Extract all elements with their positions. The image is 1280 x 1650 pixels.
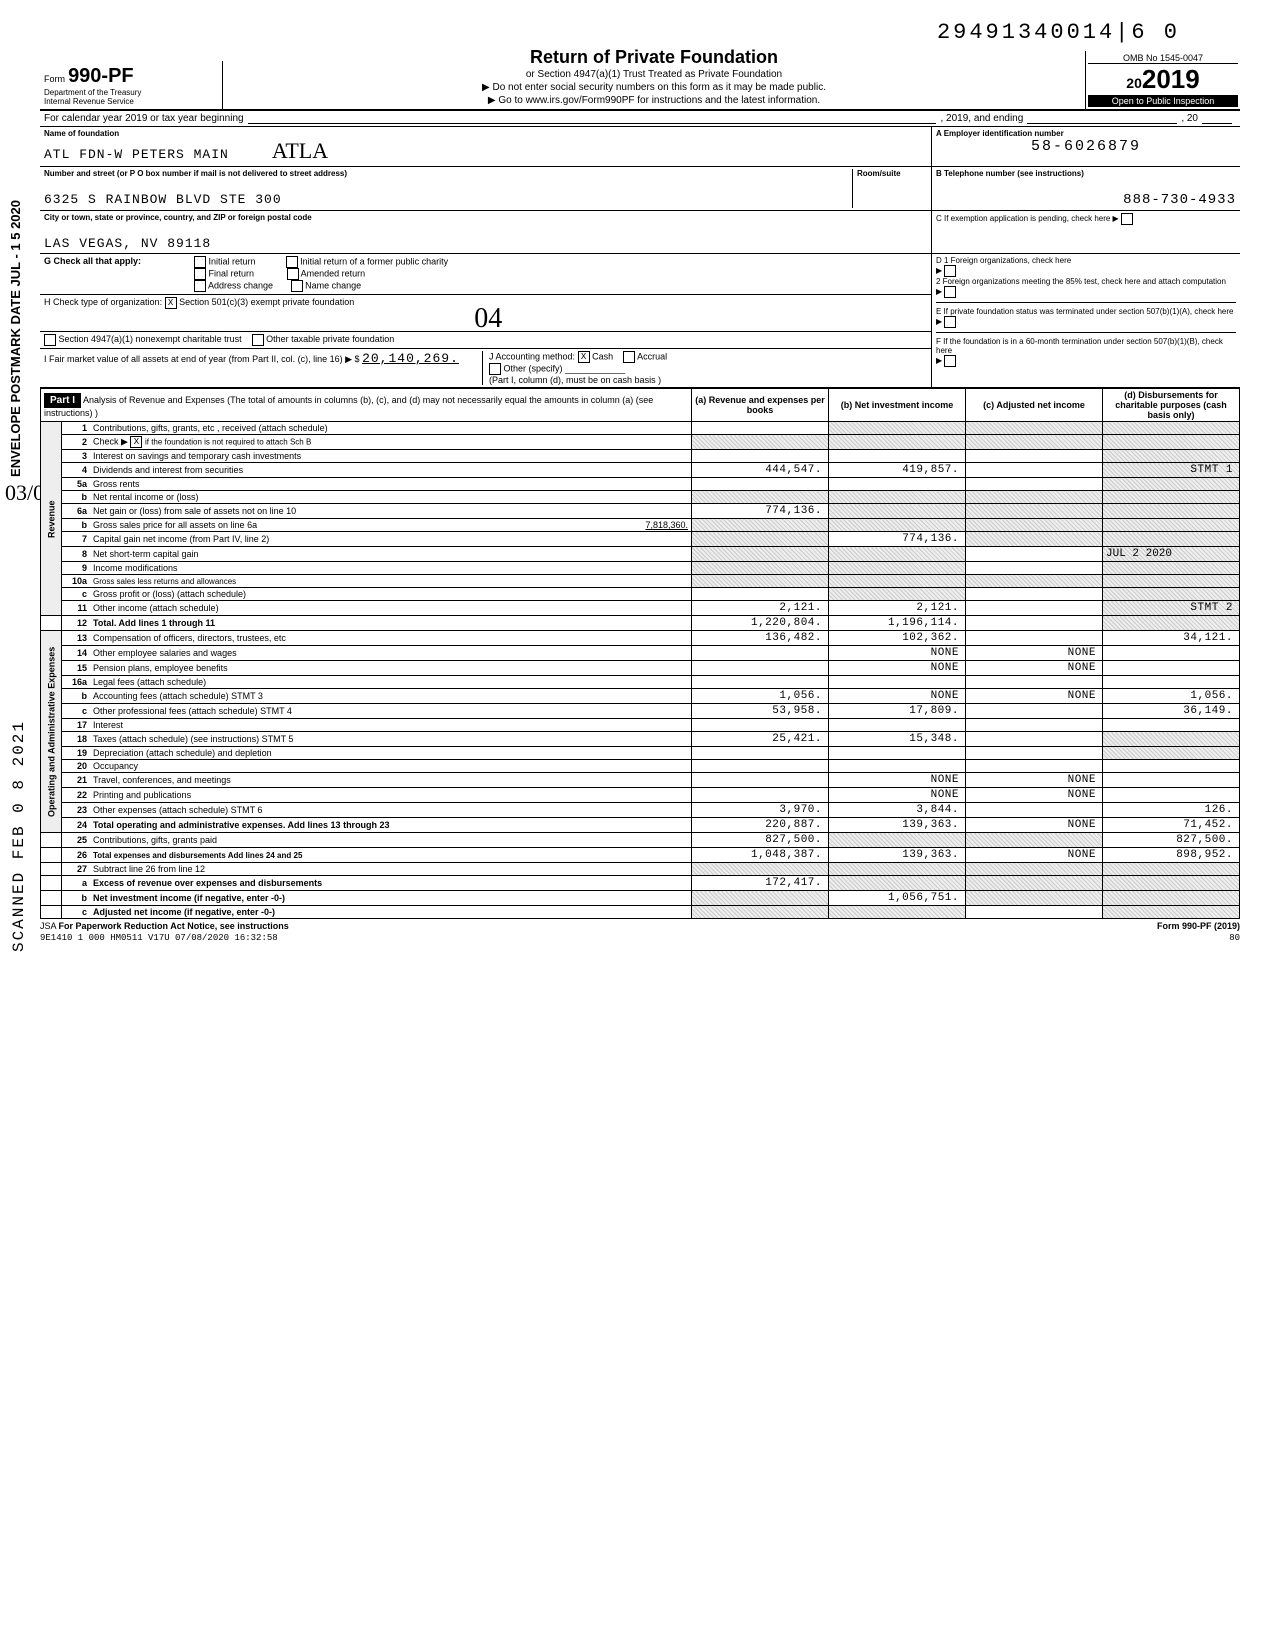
subtitle3: ▶ Go to www.irs.gov/Form990PF for instru… (231, 94, 1077, 107)
calendar-mid: , 2019, and ending (940, 113, 1023, 124)
ein-value: 58-6026879 (936, 138, 1236, 155)
part1-table: Part I Analysis of Revenue and Expenses … (40, 388, 1240, 919)
revenue-label: Revenue (41, 422, 62, 616)
omb-number: OMB No 1545-0047 (1088, 53, 1238, 64)
fmv-value: 20,140,269. (362, 351, 459, 366)
phone-label: B Telephone number (see instructions) (936, 169, 1236, 178)
section-g-label: G Check all that apply: (44, 256, 194, 292)
cash-checkbox[interactable]: X (578, 351, 590, 363)
other-method-checkbox[interactable] (489, 363, 501, 375)
calendar-label: For calendar year 2019 or tax year begin… (44, 113, 244, 124)
city-label: City or town, state or province, country… (44, 213, 927, 222)
expense-label: Operating and Administrative Expenses (41, 631, 62, 833)
handwritten-name: ATLA (272, 138, 328, 163)
section-d2: 2 Foreign organizations meeting the 85% … (936, 277, 1236, 286)
inspection-label: Open to Public Inspection (1088, 95, 1238, 107)
calendar-end: , 20 (1181, 113, 1198, 124)
form-title: Return of Private Foundation (231, 47, 1077, 68)
name-change-checkbox[interactable] (291, 280, 303, 292)
ein-label: A Employer identification number (936, 129, 1236, 138)
address-change-checkbox[interactable] (194, 280, 206, 292)
room-label: Room/suite (857, 169, 927, 178)
irs-label: Internal Revenue Service (44, 97, 214, 107)
foundation-name: ATL FDN-W PETERS MAIN (44, 147, 229, 162)
dept-label: Department of the Treasury (44, 88, 214, 98)
street-address: 6325 S RAINBOW BLVD STE 300 (44, 192, 852, 207)
scanned-stamp: SCANNED FEB 0 8 2021 (10, 720, 28, 952)
section-h-label: H Check type of organization: (44, 297, 162, 329)
envelope-stamp: ENVELOPE POSTMARK DATE JUL - 1 5 2020 (8, 200, 23, 477)
col-a-header: (a) Revenue and expenses per books (692, 389, 829, 422)
top-barcode-number: 29491340014|6 0 (40, 20, 1240, 45)
subtitle1: or Section 4947(a)(1) Trust Treated as P… (231, 68, 1077, 81)
section-e: E If private foundation status was termi… (936, 307, 1236, 316)
other-taxable-checkbox[interactable] (252, 334, 264, 346)
tax-year: 2019 (1142, 64, 1200, 94)
col-c-header: (c) Adjusted net income (966, 389, 1103, 422)
section-c-label: C If exemption application is pending, c… (936, 214, 1110, 223)
form-footer: JSA For Paperwork Reduction Act Notice, … (40, 919, 1240, 931)
amended-return-checkbox[interactable] (287, 268, 299, 280)
section-j-label: J Accounting method: (489, 351, 575, 361)
section-i-label: I Fair market value of all assets at end… (44, 354, 360, 364)
form-header: Form 990-PF Department of the Treasury I… (40, 45, 1240, 111)
col-b-header: (b) Net investment income (829, 389, 966, 422)
501c3-checkbox[interactable]: X (165, 297, 177, 309)
initial-former-checkbox[interactable] (286, 256, 298, 268)
accrual-checkbox[interactable] (623, 351, 635, 363)
col-d-header: (d) Disbursements for charitable purpose… (1103, 389, 1240, 422)
city-value: LAS VEGAS, NV 89118 (44, 236, 927, 251)
section-c-checkbox[interactable] (1121, 213, 1133, 225)
4947-checkbox[interactable] (44, 334, 56, 346)
final-return-checkbox[interactable] (194, 268, 206, 280)
phone-value: 888-730-4933 (936, 192, 1236, 208)
section-d1: D 1 Foreign organizations, check here (936, 256, 1236, 265)
address-label: Number and street (or P O box number if … (44, 169, 852, 178)
name-label: Name of foundation (44, 129, 927, 138)
part1-header: Part I (44, 393, 81, 408)
subtitle2: ▶ Do not enter social security numbers o… (231, 81, 1077, 94)
part1-title: Analysis of Revenue and Expenses (The to… (44, 395, 653, 418)
initial-return-checkbox[interactable] (194, 256, 206, 268)
section-f: F If the foundation is in a 60-month ter… (936, 337, 1236, 355)
form-number: 990-PF (68, 65, 134, 87)
